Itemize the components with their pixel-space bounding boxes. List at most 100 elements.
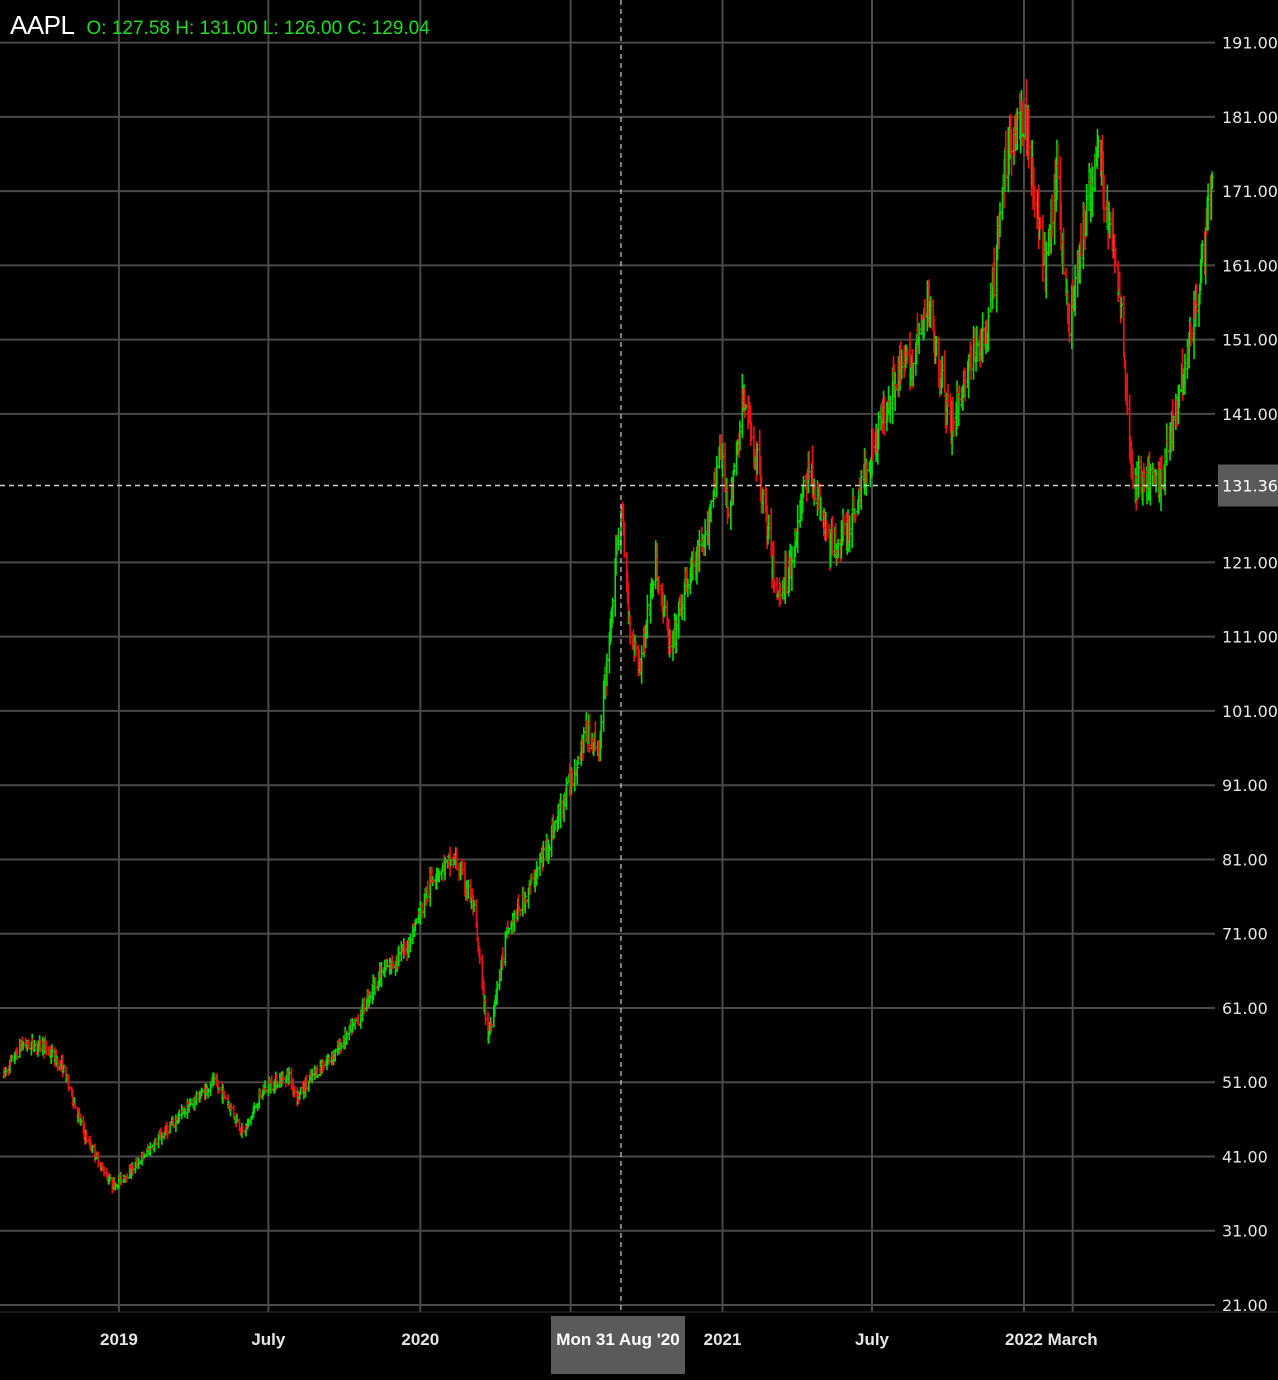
price-tick-label: 101.00 xyxy=(1222,702,1278,721)
ohlc-bar xyxy=(1096,135,1100,158)
ohlc-bar xyxy=(183,1108,187,1118)
ohlc-bar xyxy=(212,1073,216,1086)
ohlc-bar xyxy=(1033,186,1037,218)
ohlc-bar xyxy=(703,518,707,557)
ohlc-bar xyxy=(1061,227,1066,275)
ohlc-bar xyxy=(969,345,973,381)
ohlc-bar xyxy=(986,307,991,351)
price-tick-label: 61.00 xyxy=(1222,999,1268,1018)
ohlc-bar xyxy=(1183,353,1187,395)
ohlc-bar xyxy=(813,482,817,502)
ohlc-bar xyxy=(449,859,453,867)
ohlc-bar xyxy=(541,840,545,868)
ohlc-bar xyxy=(356,1013,360,1026)
ohlc-bar xyxy=(830,515,834,556)
ohlc-bar xyxy=(9,1054,14,1062)
ohlc-bar xyxy=(929,296,933,329)
ohlc-bar xyxy=(1009,129,1014,176)
ohlc-bar xyxy=(796,504,800,553)
ohlc-bar xyxy=(472,899,476,913)
ohlc-bar xyxy=(888,395,892,424)
ohlc-bar xyxy=(697,529,702,573)
ohlc-bar xyxy=(674,614,678,654)
ohlc-bar xyxy=(1148,463,1152,506)
ohlc-bar xyxy=(443,857,447,880)
ohlc-bar xyxy=(206,1087,210,1099)
price-tick-label: 111.00 xyxy=(1222,628,1278,647)
ohlc-bar xyxy=(564,777,569,810)
ohlc-bar xyxy=(200,1088,204,1093)
ohlc-bar xyxy=(1137,455,1141,498)
ohlc-bar xyxy=(524,898,528,904)
price-tick-label: 21.00 xyxy=(1222,1296,1268,1315)
ohlc-bar xyxy=(720,443,725,478)
ohlc-bar xyxy=(622,521,626,558)
ohlc-bar xyxy=(1038,216,1043,230)
ohlc-bar xyxy=(321,1058,325,1073)
ohlc-bar xyxy=(61,1064,66,1073)
ohlc-bar xyxy=(391,961,395,969)
ohlc-bar xyxy=(836,538,840,559)
ohlc-bar xyxy=(692,547,696,576)
ohlc-bar xyxy=(587,713,592,753)
ohlc-bar xyxy=(894,383,898,390)
crosshair-price-label: 131.36 xyxy=(1222,476,1278,495)
price-tick-label: 191.00 xyxy=(1222,34,1278,53)
ohlc-bar xyxy=(264,1088,268,1095)
ohlc-bar xyxy=(21,1041,25,1051)
ohlc-bar xyxy=(408,933,413,953)
time-tick-label: 2020 xyxy=(401,1330,439,1349)
ohlc-bar xyxy=(905,350,910,364)
ohlc-bar xyxy=(611,597,615,624)
time-axis[interactable]: 2019 July 2020 2021 July 2022 March xyxy=(100,1330,1098,1349)
ohlc-bar xyxy=(431,878,436,884)
ohlc-bar xyxy=(339,1042,343,1051)
ohlc-bar xyxy=(871,428,875,461)
ohlc-bar xyxy=(1044,241,1048,299)
ohlc-bar xyxy=(651,581,655,597)
ohlc-bar xyxy=(102,1165,106,1177)
ohlc-bar xyxy=(79,1117,83,1126)
ohlc-bar xyxy=(476,936,480,952)
ohlc-bar xyxy=(645,594,649,639)
ohlc-bar xyxy=(263,1080,267,1095)
time-tick-label: July xyxy=(251,1330,286,1349)
ohlc-readout: O: 127.58 H: 131.00 L: 126.00 C: 129.04 xyxy=(86,18,430,39)
ohlc-bar xyxy=(931,299,935,332)
ohlc-bar xyxy=(403,941,407,956)
ohlc-bar xyxy=(229,1103,233,1111)
ohlc-bar xyxy=(455,847,459,871)
ohlc-bar xyxy=(478,947,482,965)
price-axis[interactable]: 191.00 181.00 171.00 161.00 151.00 141.00 121.… xyxy=(1222,34,1278,1315)
ohlc-bar xyxy=(616,527,621,551)
ohlc-bar xyxy=(940,355,944,388)
ohlc-bar xyxy=(738,420,742,451)
ohlc-bar xyxy=(33,1040,37,1052)
ohlc-bar xyxy=(379,961,384,988)
ohlc-bar xyxy=(917,322,921,355)
ohlc-bar xyxy=(963,369,967,402)
price-tick-label: 81.00 xyxy=(1222,850,1268,869)
ohlc-bar xyxy=(528,880,532,895)
ohlc-bar xyxy=(523,891,527,914)
ohlc-bar xyxy=(437,870,441,883)
ohlc-bar xyxy=(1079,222,1083,257)
ohlc-bar xyxy=(784,550,788,595)
ohlc-bar xyxy=(67,1085,71,1091)
ohlc-bar xyxy=(322,1060,326,1069)
ohlc-bar xyxy=(384,966,388,972)
ohlc-bar xyxy=(1085,184,1089,237)
ohlc-bar xyxy=(1198,283,1202,305)
ohlc-bar xyxy=(4,1066,8,1077)
ohlc-bar xyxy=(767,514,771,540)
ohlc-bar xyxy=(801,476,806,498)
ohlc-bar xyxy=(44,1040,48,1056)
ohlc-bar xyxy=(235,1114,239,1123)
ohlc-bar xyxy=(258,1088,262,1099)
ohlc-bar xyxy=(680,594,684,621)
ohlc-bar xyxy=(1083,223,1087,251)
ohlc-bar xyxy=(483,996,488,1026)
price-tick-label: 171.00 xyxy=(1222,182,1278,201)
ohlc-bar xyxy=(1050,194,1054,238)
